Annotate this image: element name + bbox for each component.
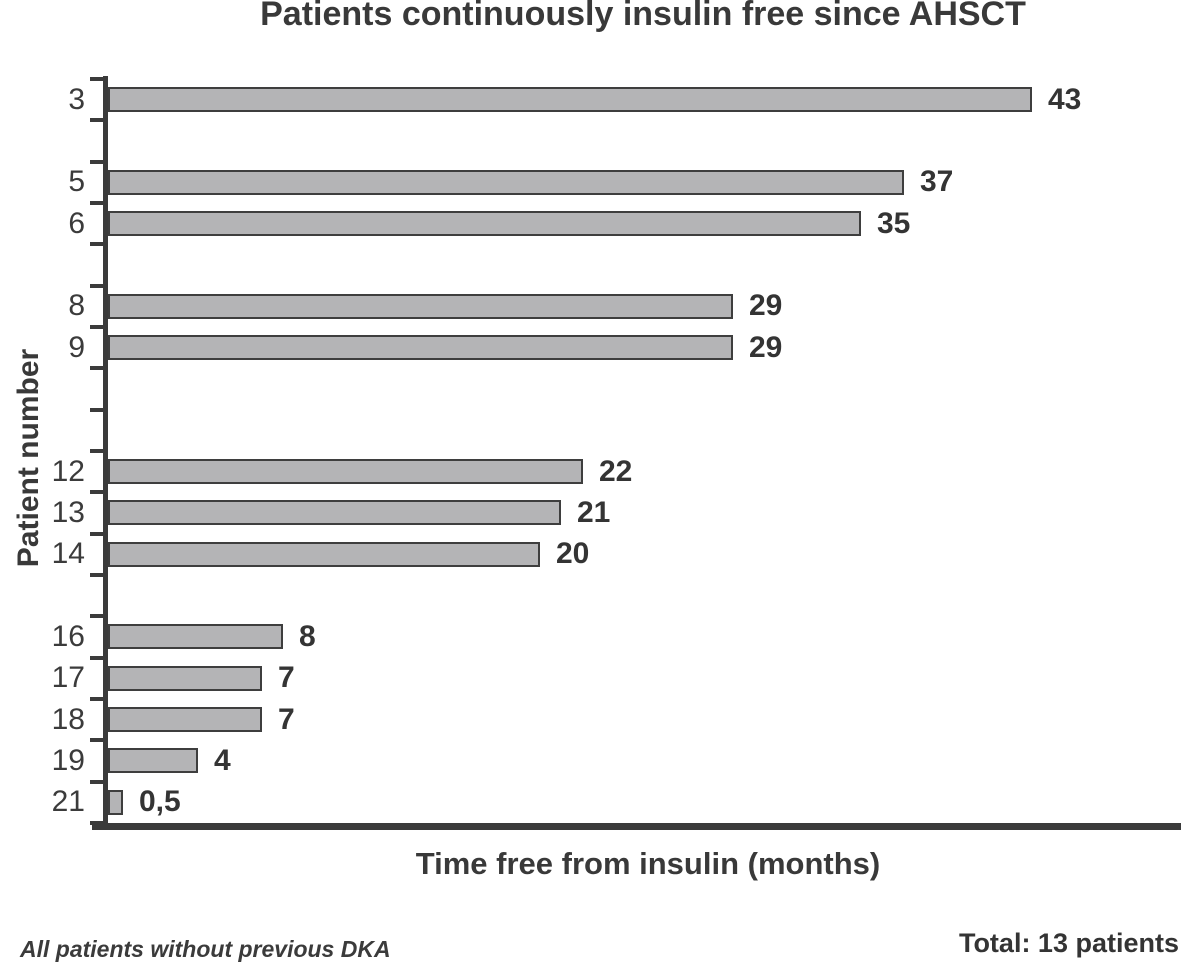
bar: [108, 748, 198, 774]
x-axis-line: [92, 823, 1181, 830]
bar: [108, 335, 733, 361]
y-axis-tick: [90, 655, 104, 660]
bar: [108, 541, 540, 567]
y-tick-label: 12: [51, 454, 85, 488]
y-axis-tick: [90, 531, 104, 536]
y-axis-tick: [90, 820, 104, 825]
bar: [108, 211, 861, 237]
chart-row: 9 29: [0, 327, 1181, 368]
x-axis-title: Time free from insulin (months): [415, 846, 881, 881]
chart-row: 19 4: [0, 740, 1181, 781]
y-axis-tick: [90, 779, 104, 784]
bar: [108, 87, 1032, 113]
y-axis-tick: [90, 242, 104, 247]
bar-value-label: 21: [577, 495, 611, 529]
chart-row: [0, 575, 1181, 616]
y-axis-tick: [90, 614, 104, 619]
y-axis-tick: [90, 738, 104, 743]
bar: [108, 707, 262, 733]
chart-row: 8 29: [0, 286, 1181, 327]
chart-row: 18 7: [0, 699, 1181, 740]
bar: [108, 459, 583, 485]
y-axis-tick: [90, 490, 104, 495]
bar: [108, 624, 283, 650]
y-axis-tick: [90, 572, 104, 577]
y-tick-label: 5: [68, 165, 85, 199]
chart-row: 5 37: [0, 162, 1181, 203]
chart-row: [0, 368, 1181, 409]
y-tick-label: 18: [51, 702, 85, 736]
y-axis-tick: [90, 159, 104, 164]
y-tick-label: 16: [51, 619, 85, 653]
bar-value-label: 35: [877, 206, 911, 240]
y-axis-tick: [90, 200, 104, 205]
bar-value-label: 29: [749, 289, 783, 323]
chart-row: 12 22: [0, 451, 1181, 492]
chart-row: [0, 244, 1181, 285]
y-tick-label: 9: [68, 330, 85, 364]
y-tick-label: 13: [51, 495, 85, 529]
chart-row: 21 0,5: [0, 782, 1181, 823]
y-axis-tick: [90, 407, 104, 412]
chart-row: 16 8: [0, 616, 1181, 657]
chart-row: 17 7: [0, 658, 1181, 699]
chart-row: [0, 120, 1181, 161]
y-axis-tick: [90, 696, 104, 701]
bar-value-label: 20: [556, 537, 590, 571]
bar-value-label: 43: [1048, 82, 1082, 116]
chart-row: [0, 410, 1181, 451]
chart-title: Patients continuously insulin free since…: [260, 0, 1026, 33]
chart-row: 3 43: [0, 79, 1181, 120]
y-axis-tick: [90, 448, 104, 453]
bar-value-label: 37: [920, 165, 954, 199]
y-axis-tick: [90, 366, 104, 371]
bar-value-label: 0,5: [139, 785, 181, 819]
bar-value-label: 4: [214, 743, 231, 777]
y-axis-line: [103, 76, 108, 830]
bar-value-label: 29: [749, 330, 783, 364]
chart-row: 13 21: [0, 492, 1181, 533]
chart-row: 14 20: [0, 534, 1181, 575]
bar: [108, 293, 733, 319]
y-axis-tick: [90, 324, 104, 329]
footer-total: Total: 13 patients: [958, 928, 1179, 958]
y-tick-label: 8: [68, 289, 85, 323]
y-axis-tick: [90, 283, 104, 288]
y-axis-tick: [90, 118, 104, 123]
bar-value-label: 7: [278, 702, 295, 736]
bars-container: 3 43 5 37 6 35 8 29 9 29 12 22 13 21 14 20 16 8 17 7 18 7 19 4 2…: [0, 79, 1181, 823]
y-axis-tick: [90, 77, 104, 81]
y-tick-label: 17: [51, 661, 85, 695]
bar: [108, 665, 262, 691]
bar-value-label: 8: [299, 619, 316, 653]
bar: [108, 169, 904, 195]
y-tick-label: 3: [68, 82, 85, 116]
bar: [108, 789, 123, 815]
bar: [108, 500, 561, 526]
chart-row: 6 35: [0, 203, 1181, 244]
y-tick-label: 21: [51, 785, 85, 819]
bar-value-label: 7: [278, 661, 295, 695]
bar-value-label: 22: [599, 454, 633, 488]
y-tick-label: 19: [51, 743, 85, 777]
footer-note: All patients without previous DKA: [20, 936, 391, 962]
y-tick-label: 6: [68, 206, 85, 240]
y-tick-label: 14: [51, 537, 85, 571]
